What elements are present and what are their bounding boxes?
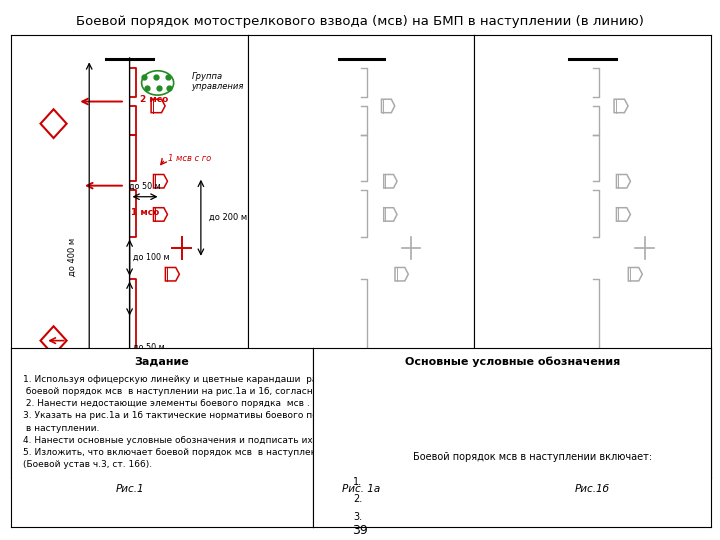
Text: Боевой порядок мотострелкового взвода (мсв) на БМП в наступлении (в линию): Боевой порядок мотострелкового взвода (м… [76, 15, 644, 28]
Text: до 400 м: до 400 м [68, 238, 77, 275]
Text: Боевой порядок мсв в наступлении включает:: Боевой порядок мсв в наступлении включае… [413, 451, 652, 462]
Text: 2 мсо: 2 мсо [140, 95, 168, 104]
Text: 39: 39 [352, 524, 368, 537]
Text: Основные условные обозначения: Основные условные обозначения [405, 356, 620, 367]
Text: 3 мсо: 3 мсо [131, 411, 159, 421]
Text: 1 мсо: 1 мсо [131, 208, 159, 217]
Text: Рис. 1а: Рис. 1а [342, 484, 380, 495]
Text: 3.: 3. [353, 512, 362, 522]
Text: Группа
управления: Группа управления [192, 72, 244, 91]
Text: Задание: Задание [135, 356, 189, 366]
Text: до 50 м: до 50 м [133, 343, 165, 352]
Text: Рис.1б: Рис.1б [575, 484, 610, 495]
Text: до 100 м: до 100 м [133, 253, 170, 262]
Text: до 200 м: до 200 м [210, 213, 248, 222]
Text: 1 мсв с го: 1 мсв с го [168, 154, 211, 163]
Text: до 50 м: до 50 м [129, 182, 161, 191]
Text: 1.: 1. [353, 477, 362, 487]
Text: 2.: 2. [353, 495, 362, 504]
Text: 1. Используя офицерскую линейку и цветные карандаши  раскрыть
 боевой порядок мс: 1. Используя офицерскую линейку и цветны… [23, 375, 366, 469]
Text: Рис.1: Рис.1 [115, 484, 144, 495]
